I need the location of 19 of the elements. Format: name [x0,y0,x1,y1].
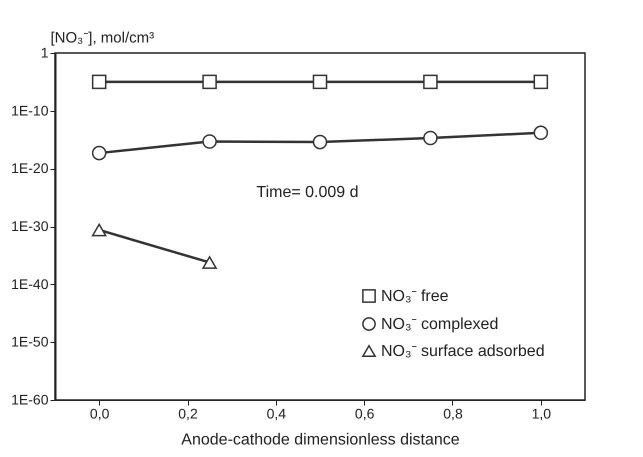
y-tick-label: 1 [40,44,49,60]
legend-label: NO₃⁻ free [381,288,449,305]
legend-label: NO₃⁻ surface adsorbed [381,343,545,360]
y-tick-label: 1E-60 [11,392,49,408]
x-axis-title: Anode-cathode dimensionless distance [181,432,460,448]
y-tick-label: 1E-40 [11,276,49,292]
x-tick-label: 0,4 [266,406,286,422]
y-tick-label: 1E-50 [11,334,49,350]
legend-label: NO₃⁻ complexed [381,316,498,333]
y-tick-label: 1E-10 [11,102,49,118]
x-tick-label: 0,8 [443,406,463,422]
annotation: Time= 0.009 d [256,184,359,201]
y-tick-label: 1E-20 [11,160,49,176]
y-tick-label: 1E-30 [11,218,49,234]
y-axis-title: [NO₃⁻], mol/cm³ [50,30,154,46]
x-tick-label: 0,2 [178,406,198,422]
x-tick-label: 0,6 [354,406,375,422]
x-tick-label: 0,0 [90,406,110,422]
x-tick-label: 1,0 [532,406,552,422]
